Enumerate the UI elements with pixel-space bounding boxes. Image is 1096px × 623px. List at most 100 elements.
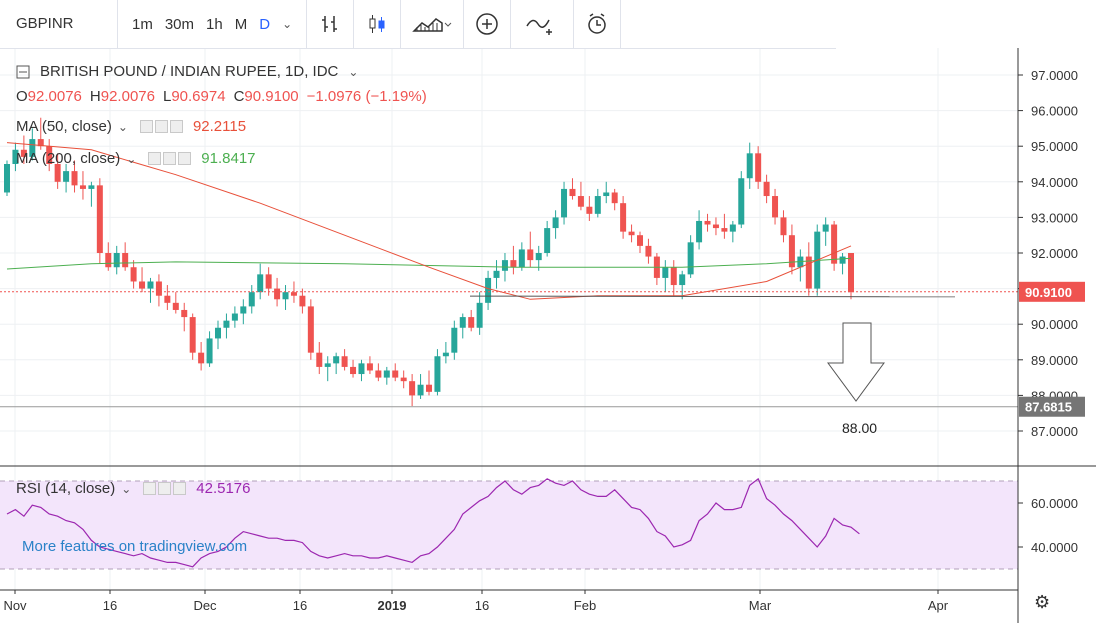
bar-style-button[interactable]	[307, 0, 355, 48]
candles	[4, 117, 854, 407]
candle	[518, 249, 525, 268]
candle	[780, 217, 787, 236]
high-label: H	[89, 88, 101, 105]
time-tick-label: Nov	[3, 598, 27, 613]
chevron-down-icon[interactable]: ⌄	[117, 119, 128, 134]
candle	[476, 302, 483, 328]
candle	[569, 188, 576, 197]
candle	[231, 313, 238, 321]
gear-icon[interactable]	[158, 482, 172, 495]
candle	[88, 185, 95, 189]
close-icon[interactable]	[173, 482, 187, 495]
candle	[164, 295, 171, 303]
close-icon[interactable]	[169, 120, 183, 133]
gear-icon[interactable]	[154, 120, 168, 133]
candle	[248, 292, 255, 307]
candle	[552, 217, 559, 229]
chevron-down-icon[interactable]: ⌄	[126, 151, 137, 166]
alert-icon	[588, 13, 606, 34]
candle	[561, 188, 568, 218]
compare-button[interactable]	[464, 0, 512, 48]
candle	[772, 196, 779, 218]
chevron-down-icon[interactable]: ⌄	[282, 17, 293, 31]
open-label: O	[16, 88, 28, 105]
candle	[189, 317, 196, 353]
candle	[594, 196, 601, 214]
timeframe-1m[interactable]: 1m	[132, 15, 153, 33]
price-tick-label: 94.0000	[1031, 175, 1078, 190]
candle	[358, 363, 365, 375]
candle	[645, 245, 652, 257]
candle	[577, 196, 584, 207]
candle	[324, 363, 331, 367]
eye-icon[interactable]	[148, 152, 162, 165]
open-value: 92.0076	[27, 88, 82, 105]
candle	[122, 253, 129, 268]
rsi-line	[6, 477, 860, 568]
candle	[721, 228, 728, 232]
candle	[282, 292, 289, 300]
candle	[679, 274, 686, 286]
candle	[417, 384, 424, 396]
candle	[215, 327, 221, 339]
candle	[96, 185, 103, 253]
eye-icon[interactable]	[143, 482, 157, 495]
settings-gear-icon[interactable]: ⚙	[1034, 592, 1051, 612]
time-tick-label: 16	[103, 598, 117, 613]
chart-type-button[interactable]	[401, 0, 465, 48]
tradingview-watermark[interactable]: More features on tradingview.com	[22, 538, 248, 555]
gear-icon[interactable]	[163, 152, 177, 165]
candle	[274, 288, 281, 300]
time-tick-label: 2019	[378, 598, 407, 613]
close-icon[interactable]	[178, 152, 192, 165]
symbol-search[interactable]: GBPINR	[0, 0, 118, 48]
down-arrow-drawing	[827, 322, 885, 402]
candle	[181, 309, 188, 318]
candle	[63, 171, 70, 182]
candle	[839, 256, 846, 264]
candle	[451, 327, 458, 353]
candle	[307, 306, 314, 353]
candle	[586, 206, 593, 214]
close-value: 90.9100	[244, 88, 299, 105]
ohlc-row: O 92.0076 H 92.0076 L 90.6974 C 90.9100 …	[16, 88, 427, 105]
ma50-legend[interactable]: MA (50, close) ⌄ 92.2115	[16, 118, 246, 135]
rsi-label[interactable]: RSI (14, close)	[16, 480, 116, 497]
chevron-down-icon[interactable]: ⌄	[348, 64, 359, 79]
candle	[4, 164, 10, 193]
chevron-down-icon[interactable]: ⌄	[121, 481, 132, 496]
timeframe-selector: 1m 30m 1h M D ⌄	[118, 0, 308, 48]
moving-averages	[6, 142, 860, 568]
candle	[493, 270, 500, 278]
candle	[79, 185, 86, 189]
price-tick-label: 93.0000	[1031, 210, 1078, 225]
alert-button[interactable]	[574, 0, 622, 48]
candle	[831, 224, 838, 264]
candle	[54, 164, 61, 182]
candles-button[interactable]	[354, 0, 402, 48]
candle	[805, 256, 812, 289]
candle	[611, 192, 618, 204]
candle	[442, 352, 449, 357]
collapse-icon[interactable]	[16, 65, 30, 79]
candle	[392, 370, 399, 378]
indicators-button[interactable]	[511, 0, 575, 48]
timeframe-1h[interactable]: 1h	[206, 15, 223, 33]
timeframe-d[interactable]: D	[259, 15, 271, 33]
eye-icon[interactable]	[139, 120, 153, 133]
rsi-tick-label: 60.0000	[1031, 496, 1078, 511]
chart-title[interactable]: BRITISH POUND / INDIAN RUPEE, 1D, IDC	[40, 63, 339, 80]
candle	[426, 384, 432, 392]
ma50-label[interactable]: MA (50, close)	[16, 118, 112, 135]
area-icon	[412, 18, 452, 32]
timeframe-m[interactable]: M	[234, 15, 248, 33]
timeframe-30m[interactable]: 30m	[164, 15, 195, 33]
drawings: 88.00	[0, 291, 1018, 436]
chart-grid	[0, 48, 1018, 590]
candle	[788, 235, 795, 268]
rsi-legend[interactable]: RSI (14, close) ⌄ 42.5176	[16, 480, 251, 497]
ma200-legend[interactable]: MA (200, close) ⌄ 91.8417	[16, 150, 256, 167]
time-tick-label: Dec	[193, 598, 217, 613]
ma200-label[interactable]: MA (200, close)	[16, 150, 121, 167]
